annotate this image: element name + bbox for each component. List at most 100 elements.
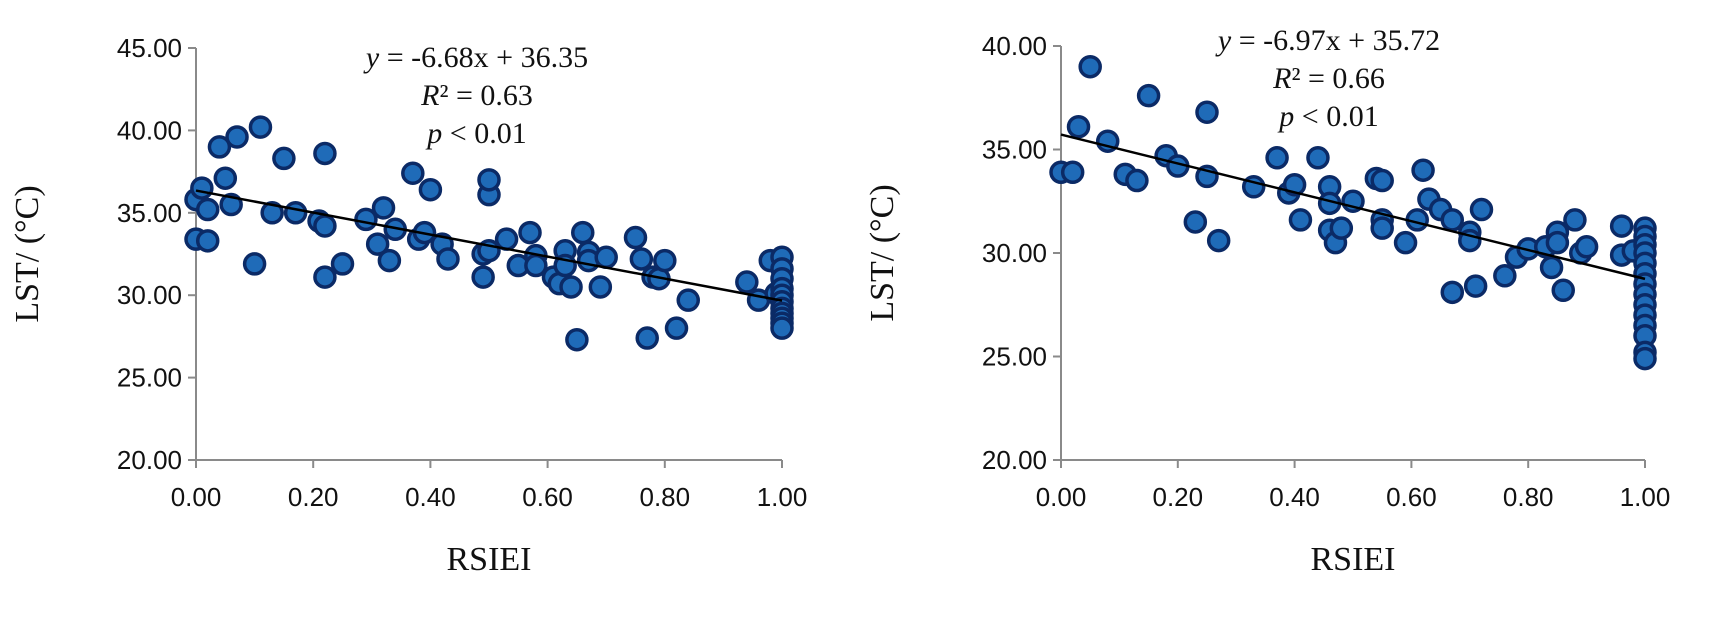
right-y-tick-label: 40.00: [982, 31, 1047, 61]
left-data-point: [635, 326, 659, 350]
left-data-point: [471, 265, 495, 289]
right-y-tick-label: 25.00: [982, 342, 1047, 372]
right-data-point: [1411, 158, 1435, 182]
left-data-point: [494, 227, 519, 251]
right-data-point: [1282, 172, 1307, 197]
right-data-point: [1370, 168, 1394, 193]
right-r-squared: R² = 0.66: [1272, 62, 1385, 95]
left-data-point: [365, 232, 390, 256]
left-data-point: [676, 288, 700, 312]
right-x-tick-label: 0.80: [1503, 482, 1554, 512]
left-data-point: [313, 265, 337, 289]
left-data-point: [219, 192, 243, 217]
right-data-point: [1195, 100, 1219, 124]
right-data-point: [1563, 208, 1587, 232]
right-x-tick-label: 0.20: [1152, 482, 1203, 512]
left-x-axis-title: RSIEI: [447, 541, 532, 578]
left-data-point: [664, 316, 689, 340]
left-trend-line: [195, 189, 783, 302]
left-data-point: [377, 248, 402, 273]
left-data-point: [330, 252, 355, 276]
left-data-point: [283, 201, 308, 225]
left-data-point: [225, 125, 249, 149]
left-r-squared: R² = 0.63: [420, 79, 533, 112]
right-data-point: [1078, 54, 1102, 79]
right-x-tick-label: 0.00: [1036, 482, 1087, 512]
left-regression-equation: y = -6.68x + 36.35: [363, 41, 588, 74]
left-y-tick-label: 40.00: [117, 115, 182, 145]
left-data-point: [190, 176, 214, 200]
left-data-point: [588, 275, 613, 299]
left-data-point: [418, 177, 443, 202]
left-data-point: [242, 252, 267, 276]
scatter-chart-left: 20.00 25.00 30.00 35.00 40.00 45.00 0.00 0.20 0.…: [9, 33, 808, 578]
right-data-point: [1539, 255, 1564, 280]
right-data-point: [1440, 280, 1465, 305]
left-data-point: [518, 220, 542, 245]
left-y-axis-title: LST/ (°C): [9, 185, 46, 322]
right-data-point: [1393, 230, 1418, 255]
right-data-point: [1440, 208, 1465, 232]
left-data-point: [571, 220, 595, 245]
left-data-point: [213, 166, 238, 190]
right-data-point: [1463, 274, 1488, 298]
right-data-point: [1306, 146, 1330, 170]
left-data-point: [594, 245, 618, 270]
right-y-axis-title: LST/ (°C): [864, 184, 901, 321]
left-data-point: [559, 275, 583, 299]
left-y-tick-label: 30.00: [117, 280, 182, 310]
left-data-point: [629, 247, 654, 271]
left-data-point: [260, 201, 284, 225]
right-data-point: [1493, 264, 1517, 288]
left-y-tick-label: 25.00: [117, 363, 182, 393]
right-data-point: [1329, 216, 1354, 240]
right-y-tick-label: 35.00: [982, 135, 1047, 165]
left-data-point: [313, 214, 337, 238]
left-data-point: [272, 146, 296, 171]
right-x-axis-title: RSIEI: [1311, 541, 1396, 578]
right-data-point: [1183, 210, 1208, 234]
right-data-point: [1125, 168, 1149, 193]
left-data-point: [436, 247, 460, 271]
left-y-tick-label: 20.00: [117, 445, 182, 475]
right-data-point: [1469, 197, 1494, 222]
left-x-tick-label: 0.60: [522, 482, 573, 512]
right-data-point: [1609, 214, 1634, 238]
right-data-point: [1265, 146, 1289, 170]
right-x-tick-label: 1.00: [1620, 482, 1671, 512]
left-x-tick-label: 0.80: [639, 482, 690, 512]
right-data-point: [1551, 278, 1575, 303]
right-y-tick-label: 30.00: [982, 238, 1047, 268]
left-x-tick-label: 1.00: [757, 482, 808, 512]
left-data-point: [735, 270, 759, 294]
right-data-point: [1136, 83, 1161, 108]
right-data-point: [1206, 228, 1231, 253]
right-data-point: [1370, 216, 1394, 240]
right-y-tick-label: 20.00: [982, 445, 1047, 475]
right-data-point: [1545, 230, 1570, 255]
left-x-tick-label: 0.40: [405, 482, 456, 512]
left-data-point: [195, 197, 220, 222]
left-data-point: [248, 115, 273, 139]
left-x-tick-label: 0.00: [171, 482, 222, 512]
right-x-tick-label: 0.40: [1269, 482, 1320, 512]
left-data-point: [770, 316, 794, 340]
right-p-value: p < 0.01: [1277, 100, 1378, 133]
right-data-point: [1574, 235, 1599, 259]
left-data-point: [313, 141, 337, 166]
left-y-tick-label: 45.00: [117, 33, 182, 63]
right-x-tick-label: 0.60: [1386, 482, 1437, 512]
left-data-point: [195, 229, 220, 253]
left-data-point: [207, 135, 232, 159]
left-data-point: [565, 327, 589, 352]
scatter-chart-right: 20.00 25.00 30.00 35.00 40.00 0.00 0.20 0.40 0.6…: [864, 24, 1671, 578]
left-data-point: [477, 168, 501, 192]
right-data-point: [1060, 160, 1085, 185]
left-data-point: [623, 225, 648, 250]
right-trend-line: [1060, 133, 1646, 281]
left-y-tick-label: 35.00: [117, 198, 182, 228]
left-data-point: [653, 248, 677, 273]
left-p-value: p < 0.01: [425, 117, 526, 150]
right-data-point: [1066, 114, 1091, 139]
right-data-point: [1288, 208, 1313, 232]
